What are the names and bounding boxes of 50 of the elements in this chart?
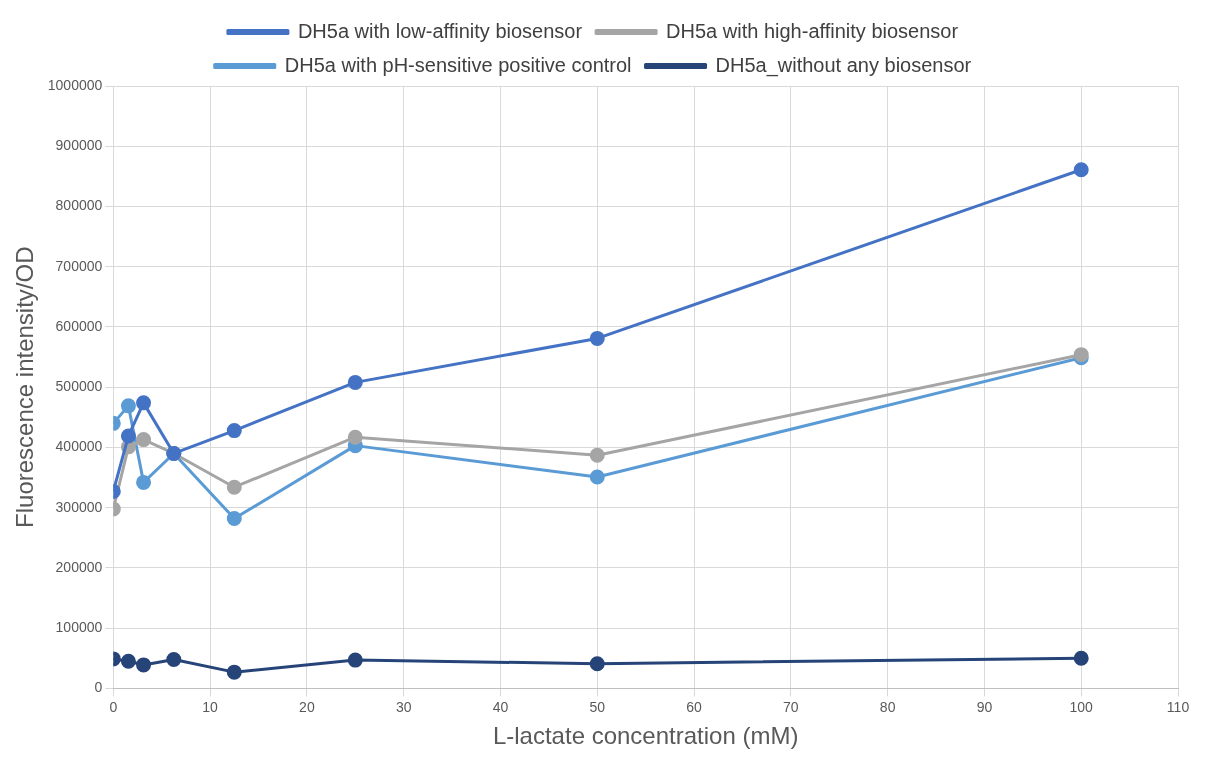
point [136,657,152,673]
point [226,511,242,527]
y-tick-label: 600000 [55,317,103,334]
point [589,656,605,672]
y-tick-label: 100000 [55,619,103,636]
legend-label: DH5a with high-affinity biosensor [666,19,959,42]
x-tick-label: 90 [976,698,993,715]
legend-label: DH5a with pH-sensitive positive control [284,53,632,76]
y-tick-label: 800000 [55,197,103,214]
y-axis-title: Fluorescence intensity/OD [11,246,39,528]
point [166,651,182,667]
legend-label: DH5a with low-affinity biosensor [297,19,583,42]
point [136,474,152,490]
y-tick-label: 900000 [55,137,103,154]
point [347,374,363,390]
y-tick-label: 700000 [55,257,103,274]
point [120,428,136,444]
point [226,423,242,439]
point [226,664,242,680]
point [589,469,605,485]
y-tick-label: 1000000 [47,76,103,93]
point [136,432,152,448]
x-tick-label: 110 [1166,698,1190,715]
x-tick-label: 20 [299,698,315,715]
point [136,395,152,411]
x-tick-label: 10 [202,698,219,715]
point [120,653,136,669]
x-tick-label: 60 [686,698,703,715]
point [589,447,605,463]
y-tick-label: 0 [94,679,103,696]
x-tick-label: 40 [492,698,509,715]
legend-label: DH5a_without any biosensor [715,53,972,77]
point [347,652,363,668]
x-axis-title: L-lactate concentration (mM) [492,722,799,750]
point [589,330,605,346]
point [347,429,363,445]
x-tick-label: 100 [1069,698,1094,715]
y-tick-label: 200000 [55,558,103,575]
x-tick-label: 30 [395,698,412,715]
x-tick-label: 70 [783,698,799,715]
point [1073,650,1089,666]
y-tick-label: 400000 [55,438,103,455]
y-tick-label: 500000 [55,378,103,395]
x-tick-label: 80 [879,698,896,715]
point [1073,162,1089,178]
point [120,398,136,414]
x-tick-label: 0 [109,698,118,715]
x-tick-label: 50 [589,698,606,715]
point [226,479,242,495]
y-tick-label: 300000 [55,498,103,515]
